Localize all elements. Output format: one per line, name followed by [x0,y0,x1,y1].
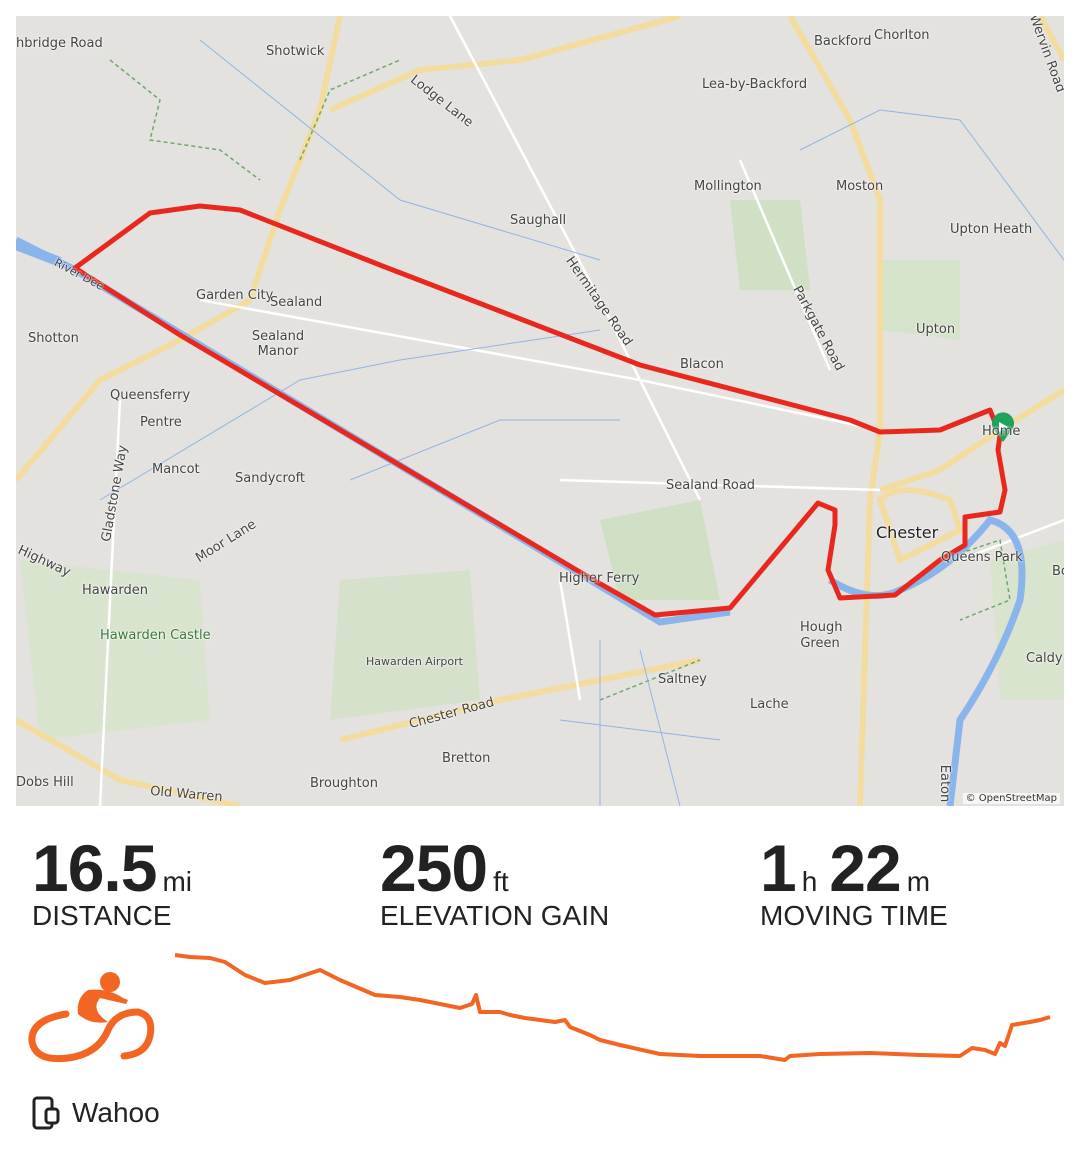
elevation-label: ELEVATION GAIN [380,900,610,931]
map-attribution[interactable]: © OpenStreetMap [962,793,1060,804]
map-label: Sealand [270,295,323,310]
map-label: Sealand Road [666,478,756,493]
map-label: Garden City [196,288,274,303]
hours-value: 1 [760,831,797,905]
map-label: Chorlton [874,28,930,43]
map-label: Caldy [1026,651,1063,666]
route-line [72,203,1008,618]
map-label: Pentre [140,415,182,430]
distance-unit: mi [162,866,193,897]
map-label: Sandycroft [235,471,306,486]
map-label-city: Chester [876,523,939,542]
map-label: Shotton [28,331,79,346]
stat-distance: 16.5 mi DISTANCE [32,830,204,932]
map-label: Home [982,424,1021,439]
map-label: Queens Park [941,550,1023,565]
map-label: Hough Green [800,620,843,651]
map-label: Broughton [310,776,378,791]
minutes-value: 22 [829,831,901,905]
elevation-line [174,953,1051,1062]
map-base [16,16,1064,806]
map-label: Backford [814,34,872,49]
map-label: Hawarden [82,583,148,598]
map-label: Moston [836,179,884,194]
map-label: Bo [1052,564,1064,579]
minutes-unit: m [906,866,931,897]
map-label: Higher Ferry [559,571,640,586]
device-name: Wahoo [72,1097,160,1128]
stat-elevation: 250 ft ELEVATION GAIN [380,830,609,932]
device-icon [32,1096,60,1130]
map-label: hbridge Road [16,36,103,51]
map-label: Upton [916,322,956,337]
map-label: Hawarden Airport [366,655,463,668]
distance-value: 16.5 [32,831,157,905]
route-map[interactable]: hbridge Road Shotwick Lodge Lane Backfor… [16,16,1064,806]
map-label: Shotwick [266,44,325,59]
map-label: Lache [750,697,789,712]
elevation-unit: ft [493,866,509,897]
elevation-profile [174,953,1051,1062]
map-label: Mollington [694,179,762,194]
map-label: Hawarden Castle [100,628,211,643]
map-label: Mancot [152,462,200,477]
map-label: Eaton [937,764,953,803]
map-label: Saltney [658,672,707,687]
map-label: Upton Heath [950,222,1033,237]
start-marker-icon [992,412,1015,442]
map-label: Dobs Hill [16,775,74,790]
map-label: Bretton [442,751,491,766]
distance-label: DISTANCE [32,900,172,931]
map-label: Saughall [510,213,567,228]
hours-unit: h [801,866,818,897]
cycling-icon [28,972,155,1063]
map-label: Sealand Manor [251,329,305,359]
map-label: Lea-by-Backford [702,77,808,92]
device-source: Wahoo [32,1096,160,1130]
map-label: Blacon [680,357,724,372]
map-label: Queensferry [110,388,191,403]
moving-time-label: MOVING TIME [760,900,948,931]
elevation-value: 250 [380,831,488,905]
stat-moving-time: 1 h 22 m MOVING TIME [760,830,948,932]
